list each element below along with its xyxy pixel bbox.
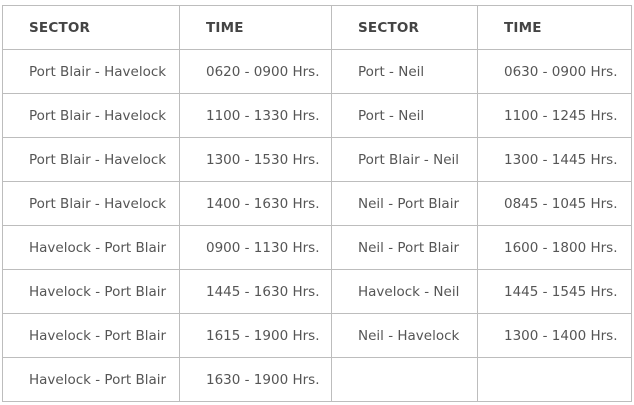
table-body: Port Blair - Havelock 0620 - 0900 Hrs. P… (2, 49, 632, 402)
time-cell: 1445 - 1545 Hrs. (477, 269, 632, 314)
header-row: SECTOR TIME SECTOR TIME (2, 5, 632, 50)
sector-cell: Havelock - Port Blair (2, 357, 180, 402)
header-time-1: TIME (179, 5, 332, 50)
time-cell: 1445 - 1630 Hrs. (179, 269, 332, 314)
sector-cell: Havelock - Neil (331, 269, 478, 314)
time-cell: 1100 - 1330 Hrs. (179, 93, 332, 138)
sector-cell: Port Blair - Neil (331, 137, 478, 182)
table-row: Port Blair - Havelock 1100 - 1330 Hrs. P… (2, 93, 632, 138)
time-cell: 1630 - 1900 Hrs. (179, 357, 332, 402)
sector-cell: Havelock - Port Blair (2, 269, 180, 314)
time-cell: 1615 - 1900 Hrs. (179, 313, 332, 358)
ferry-schedule-table: SECTOR TIME SECTOR TIME Port Blair - Hav… (2, 5, 632, 402)
table-row: Havelock - Port Blair 0900 - 1130 Hrs. N… (2, 225, 632, 270)
sector-cell: Port Blair - Havelock (2, 181, 180, 226)
header-time-2: TIME (477, 5, 632, 50)
time-cell: 0620 - 0900 Hrs. (179, 49, 332, 94)
sector-cell: Port Blair - Havelock (2, 137, 180, 182)
table-row: Havelock - Port Blair 1445 - 1630 Hrs. H… (2, 269, 632, 314)
header-sector-1: SECTOR (2, 5, 180, 50)
table-row: Port Blair - Havelock 1400 - 1630 Hrs. N… (2, 181, 632, 226)
table-row: Port Blair - Havelock 1300 - 1530 Hrs. P… (2, 137, 632, 182)
time-cell: 1100 - 1245 Hrs. (477, 93, 632, 138)
time-cell: 1600 - 1800 Hrs. (477, 225, 632, 270)
sector-cell: Neil - Port Blair (331, 181, 478, 226)
sector-cell: Neil - Havelock (331, 313, 478, 358)
table-row: Havelock - Port Blair 1615 - 1900 Hrs. N… (2, 313, 632, 358)
time-cell: 0630 - 0900 Hrs. (477, 49, 632, 94)
table-header: SECTOR TIME SECTOR TIME (2, 5, 632, 50)
empty-cell (477, 357, 632, 402)
time-cell: 1400 - 1630 Hrs. (179, 181, 332, 226)
table-row: Havelock - Port Blair 1630 - 1900 Hrs. (2, 357, 632, 402)
empty-cell (331, 357, 478, 402)
time-cell: 1300 - 1400 Hrs. (477, 313, 632, 358)
table-row: Port Blair - Havelock 0620 - 0900 Hrs. P… (2, 49, 632, 94)
time-cell: 0845 - 1045 Hrs. (477, 181, 632, 226)
sector-cell: Neil - Port Blair (331, 225, 478, 270)
sector-cell: Port Blair - Havelock (2, 49, 180, 94)
sector-cell: Port - Neil (331, 49, 478, 94)
time-cell: 1300 - 1530 Hrs. (179, 137, 332, 182)
sector-cell: Havelock - Port Blair (2, 225, 180, 270)
sector-cell: Havelock - Port Blair (2, 313, 180, 358)
time-cell: 0900 - 1130 Hrs. (179, 225, 332, 270)
sector-cell: Port Blair - Havelock (2, 93, 180, 138)
sector-cell: Port - Neil (331, 93, 478, 138)
header-sector-2: SECTOR (331, 5, 478, 50)
time-cell: 1300 - 1445 Hrs. (477, 137, 632, 182)
